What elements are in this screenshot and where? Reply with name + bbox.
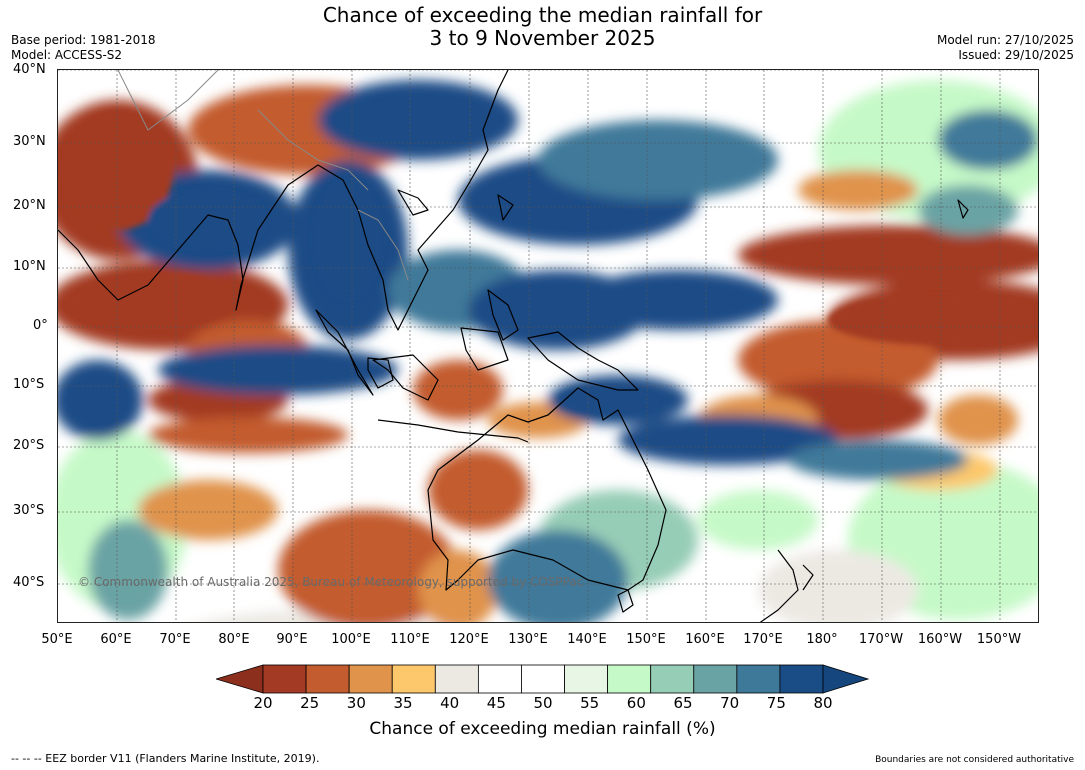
- colorbar-swatch: [348, 664, 393, 694]
- colorbar-swatch: [391, 664, 436, 694]
- colorbar-tick-label: 40: [440, 694, 460, 712]
- colorbar-under-arrow: [216, 664, 264, 694]
- lat-label: 10°S: [13, 377, 45, 392]
- lon-label: 150°W: [976, 632, 1022, 647]
- boundary-disclaimer: Boundaries are not considered authoritat…: [875, 755, 1074, 765]
- colorbar-tick-label: 20: [253, 694, 273, 712]
- lon-label: 170°W: [858, 632, 904, 647]
- lat-label: 30°N: [13, 134, 46, 149]
- lon-label: 110°E: [390, 632, 430, 647]
- lat-label: 10°N: [13, 259, 46, 274]
- lon-label: 130°E: [508, 632, 548, 647]
- rainfall-map-canvas: [58, 70, 1038, 622]
- lon-label: 160°W: [917, 632, 963, 647]
- colorbar-tick-label: 30: [346, 694, 366, 712]
- colorbar-tick-label: 65: [673, 694, 693, 712]
- lon-label: 120°E: [449, 632, 489, 647]
- lon-label: 60°E: [100, 632, 132, 647]
- colorbar-swatch: [477, 664, 522, 694]
- colorbar-swatch: [650, 664, 695, 694]
- colorbar-swatch: [305, 664, 350, 694]
- colorbar-swatch: [521, 664, 565, 694]
- lon-label: 70°E: [159, 632, 191, 647]
- country-borders: [117, 70, 409, 281]
- graticule: [58, 70, 1038, 622]
- issued-text: Issued: 29/10/2025: [958, 48, 1074, 62]
- map-title-line1: Chance of exceeding the median rainfall …: [322, 3, 763, 27]
- colorbar-swatches: [262, 664, 824, 694]
- copyright-notice: © Commonwealth of Australia 2025, Bureau…: [78, 575, 584, 589]
- lat-label: 40°S: [13, 575, 45, 590]
- colorbar-tick-label: 60: [626, 694, 646, 712]
- lat-label: 40°N: [13, 62, 46, 77]
- base-period-text: Base period: 1981-2018: [11, 33, 156, 47]
- lon-label: 90°E: [276, 632, 308, 647]
- colorbar-tick-label: 75: [766, 694, 786, 712]
- model-name-text: Model: ACCESS-S2: [11, 48, 123, 62]
- lat-label: 20°N: [13, 198, 46, 213]
- lat-label: 30°S: [13, 503, 45, 518]
- lon-label: 160°E: [685, 632, 725, 647]
- eez-legend: -- -- -- EEZ border V11 (Flanders Marine…: [11, 752, 320, 765]
- colorbar-swatch: [434, 664, 479, 694]
- lon-label: 170°E: [743, 632, 783, 647]
- colorbar-swatch: [607, 664, 652, 694]
- colorbar-swatch: [693, 664, 738, 694]
- colorbar-tick-label: 25: [300, 694, 320, 712]
- colorbar-tick-label: 70: [720, 694, 740, 712]
- coastlines: [58, 70, 969, 622]
- colorbar-tick-label: 80: [813, 694, 833, 712]
- lon-label: 80°E: [218, 632, 250, 647]
- colorbar-swatch: [779, 664, 824, 694]
- colorbar-tick-label: 45: [486, 694, 506, 712]
- run-info: Model run: 27/10/2025 Issued: 29/10/2025: [937, 33, 1074, 63]
- lat-label: 0°: [33, 318, 48, 333]
- model-run-text: Model run: 27/10/2025: [936, 33, 1074, 47]
- rainfall-map[interactable]: [57, 69, 1039, 623]
- colorbar-swatch: [736, 664, 781, 694]
- colorbar-label: Chance of exceeding median rainfall (%): [369, 719, 716, 739]
- lon-label: 180°: [806, 632, 838, 647]
- colorbar-swatch: [564, 664, 609, 694]
- model-info: Base period: 1981-2018 Model: ACCESS-S2: [11, 33, 156, 63]
- colorbar-tick-label: 50: [533, 694, 553, 712]
- colorbar-tick-label: 35: [393, 694, 413, 712]
- lat-label: 20°S: [13, 438, 45, 453]
- lon-label: 50°E: [41, 632, 73, 647]
- colorbar-over-arrow: [822, 664, 870, 694]
- lon-label: 150°E: [626, 632, 666, 647]
- colorbar: [216, 664, 870, 694]
- lon-label: 140°E: [567, 632, 607, 647]
- map-title: Chance of exceeding the median rainfall …: [0, 4, 1085, 50]
- map-title-line2: 3 to 9 November 2025: [429, 26, 656, 50]
- lon-label: 100°E: [331, 632, 371, 647]
- colorbar-tick-label: 55: [580, 694, 600, 712]
- colorbar-swatch: [262, 664, 307, 694]
- probability-highlights: [63, 110, 1038, 415]
